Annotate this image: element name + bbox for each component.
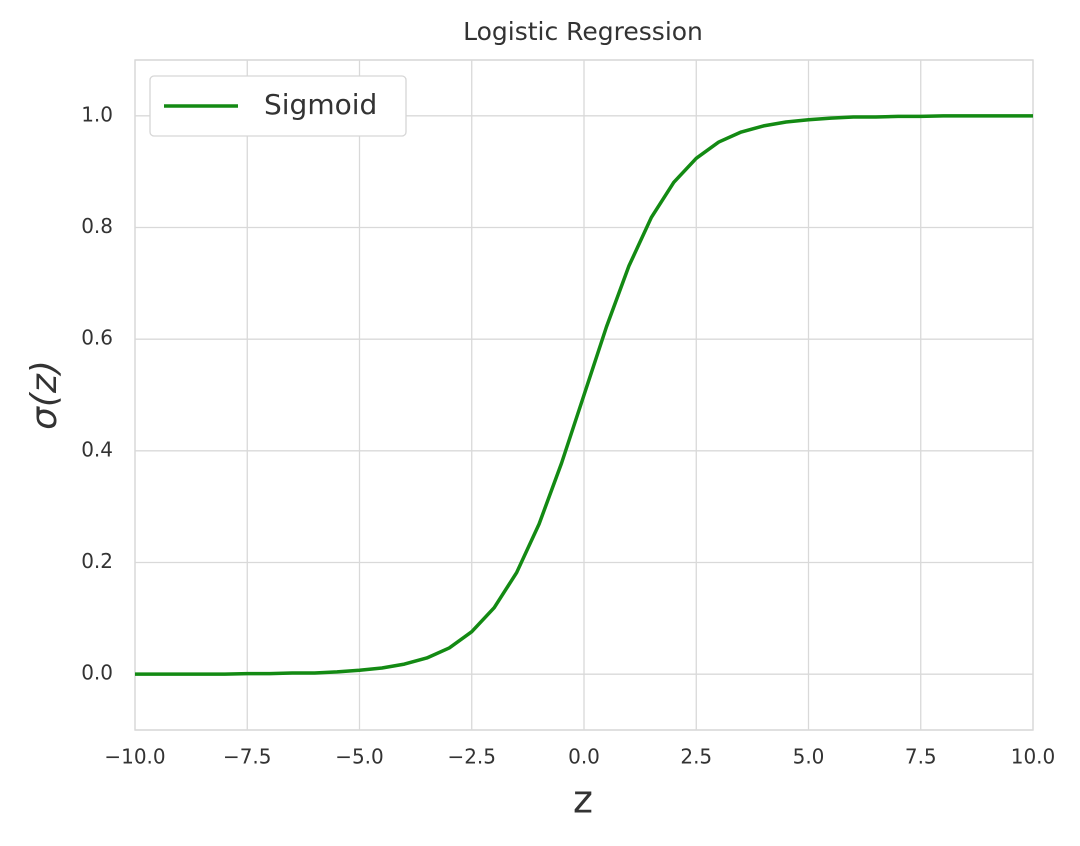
- x-tick-label: 2.5: [680, 745, 712, 769]
- y-tick-label: 0.4: [81, 437, 113, 461]
- x-tick-label: 5.0: [793, 745, 825, 769]
- x-tick-label: 0.0: [568, 745, 600, 769]
- x-tick-label: −10.0: [104, 745, 165, 769]
- legend-label: Sigmoid: [264, 88, 377, 121]
- line: [135, 114, 1033, 676]
- legend-box: [149, 75, 407, 137]
- x-tick-label: −5.0: [335, 745, 384, 769]
- y-tick-label: 1.0: [81, 102, 113, 126]
- x-tick-label: 7.5: [905, 745, 937, 769]
- x-tick-label: 10.0: [1011, 745, 1056, 769]
- chart-title: Logistic Regression: [463, 17, 703, 46]
- y-tick-label: 0.0: [81, 661, 113, 685]
- x-axis-label: z: [573, 778, 593, 822]
- x-tick-label: −2.5: [447, 745, 496, 769]
- y-tick-label: 0.8: [81, 214, 113, 238]
- y-tick-label: 0.2: [81, 549, 113, 573]
- y-tick-label: 0.6: [81, 326, 113, 350]
- y-axis-label: σ(z): [24, 360, 65, 430]
- x-tick-label: −7.5: [223, 745, 272, 769]
